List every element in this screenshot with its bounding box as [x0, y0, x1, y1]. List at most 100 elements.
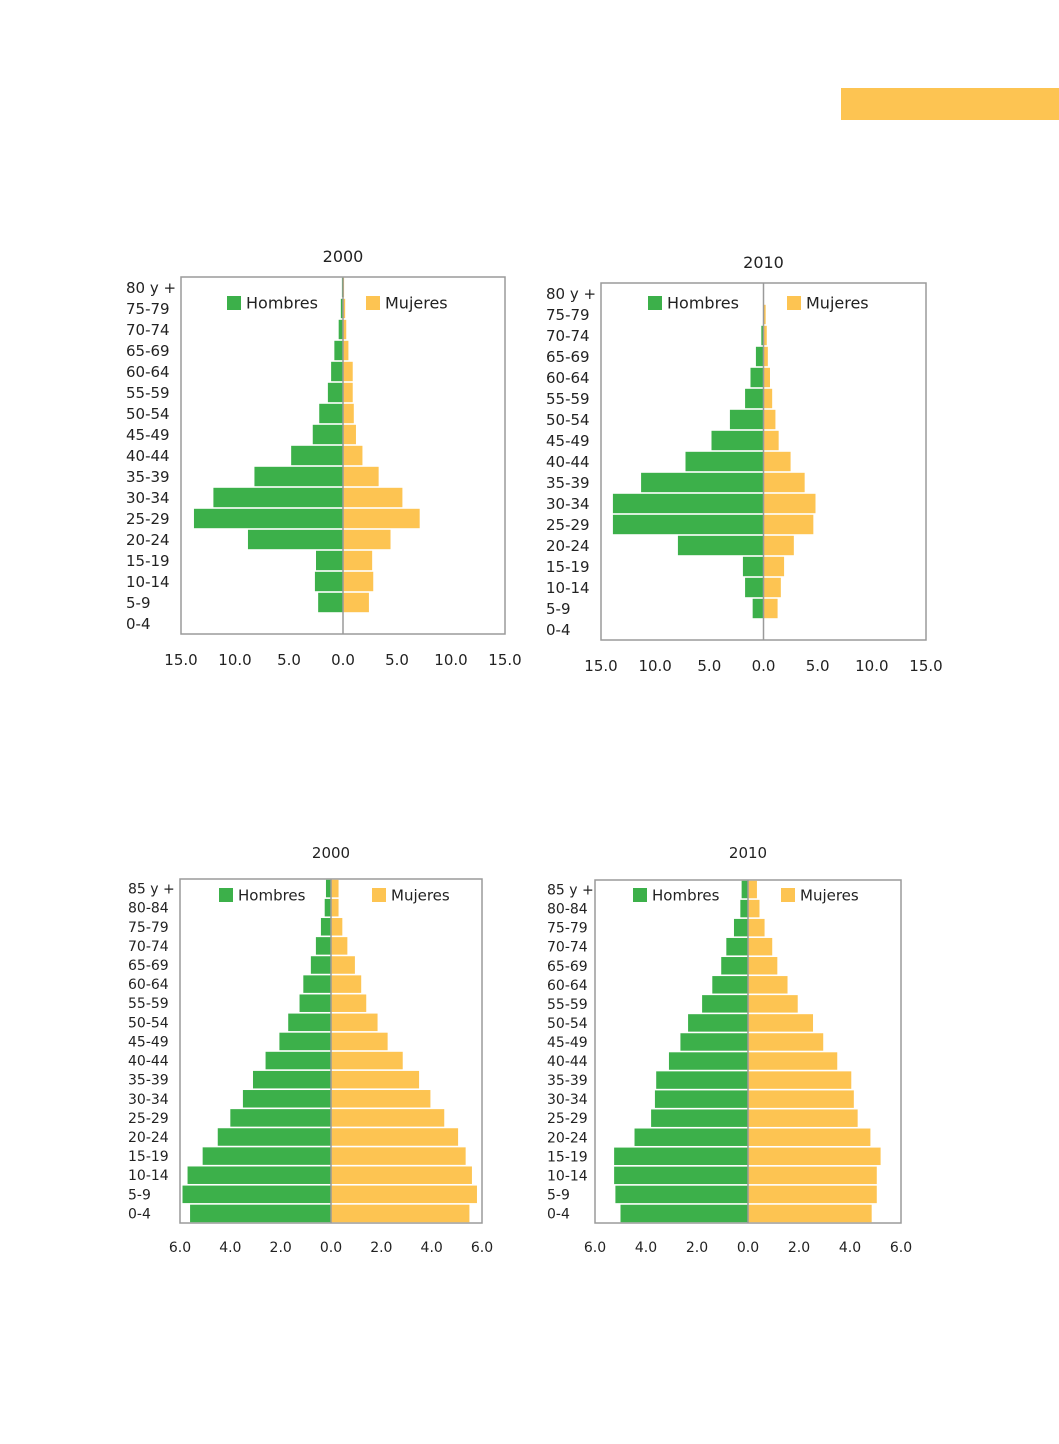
category-label: 10-14 [126, 573, 170, 591]
bar-mujeres [331, 1051, 403, 1070]
category-label: 20-24 [126, 531, 170, 549]
legend-swatch-mujeres [372, 888, 386, 902]
legend-swatch-mujeres [787, 296, 801, 310]
bar-mujeres [343, 424, 356, 445]
bar-hombres [318, 592, 343, 613]
bar-mujeres [331, 1128, 459, 1146]
category-label: 0-4 [126, 615, 151, 633]
category-label: 50-54 [547, 1016, 588, 1032]
category-label: 35-39 [546, 474, 590, 492]
x-tick-label: 2.0 [686, 1240, 708, 1256]
bar-mujeres [331, 1109, 445, 1127]
bar-hombres [312, 424, 343, 445]
bar-hombres [733, 918, 748, 937]
bar-hombres [755, 346, 764, 367]
category-label: 20-24 [128, 1130, 169, 1146]
bar-hombres [331, 361, 343, 382]
bar-mujeres [748, 1204, 872, 1223]
bar-hombres [242, 1090, 331, 1108]
bar-hombres [291, 445, 343, 466]
legend-label-hombres: Hombres [238, 887, 306, 905]
bar-mujeres [343, 361, 353, 382]
bar-mujeres [343, 487, 403, 508]
legend-label-mujeres: Mujeres [806, 294, 869, 313]
bar-hombres [711, 430, 764, 451]
category-label: 80-84 [547, 902, 588, 918]
category-label: 45-49 [126, 426, 170, 444]
category-label: 45-49 [547, 1035, 588, 1051]
category-label: 15-19 [128, 1149, 169, 1165]
legend-label-mujeres: Mujeres [800, 887, 859, 905]
x-tick-label: 6.0 [169, 1240, 191, 1256]
x-tick-label: 0.0 [737, 1240, 759, 1256]
bar-mujeres [748, 1033, 824, 1051]
category-label: 25-29 [128, 1111, 169, 1127]
bar-hombres [324, 898, 331, 917]
bar-hombres [288, 1013, 331, 1032]
bar-hombres [615, 1185, 748, 1204]
bar-mujeres [343, 529, 391, 550]
category-label: 20-24 [547, 1130, 588, 1146]
category-label: 20-24 [546, 537, 590, 555]
bar-mujeres [343, 445, 363, 466]
bar-hombres [745, 577, 764, 598]
bar-mujeres [343, 592, 369, 613]
bar-hombres [654, 1090, 748, 1108]
x-tick-label: 15.0 [488, 651, 521, 669]
category-label: 35-39 [547, 1073, 588, 1089]
x-tick-label: 10.0 [218, 651, 251, 669]
x-tick-label: 15.0 [584, 657, 617, 675]
bar-hombres [614, 1147, 748, 1166]
x-tick-label: 0.0 [331, 651, 355, 669]
top-accent-bar [841, 88, 1059, 120]
bar-hombres [656, 1071, 748, 1089]
bar-hombres [320, 918, 331, 936]
category-label: 10-14 [546, 579, 590, 597]
category-label: 70-74 [546, 327, 590, 345]
bar-mujeres [343, 382, 353, 403]
category-label: 40-44 [547, 1054, 588, 1070]
category-label: 30-34 [547, 1092, 588, 1108]
x-tick-label: 0.0 [320, 1240, 342, 1256]
category-label: 15-19 [547, 1149, 588, 1165]
category-label: 70-74 [126, 321, 170, 339]
bar-hombres [745, 388, 764, 409]
bar-hombres [303, 975, 331, 993]
bar-mujeres [763, 325, 767, 346]
category-label: 15-19 [126, 552, 170, 570]
bar-hombres [202, 1147, 331, 1165]
category-label: 60-64 [128, 977, 169, 993]
bar-hombres [702, 995, 748, 1013]
bar-mujeres [763, 451, 791, 472]
category-label: 65-69 [126, 342, 170, 360]
category-label: 0-4 [547, 1206, 570, 1222]
bar-mujeres [763, 577, 781, 598]
legend-label-hombres: Hombres [246, 294, 318, 313]
category-label: 75-79 [128, 920, 169, 936]
bar-mujeres [748, 1014, 814, 1032]
legend-swatch-mujeres [781, 888, 795, 902]
bar-mujeres [331, 898, 339, 917]
category-label: 80 y + [126, 279, 176, 297]
bar-mujeres [748, 937, 773, 956]
category-label: 60-64 [126, 363, 170, 381]
bar-mujeres [748, 1128, 871, 1146]
bar-hombres [213, 487, 343, 508]
bar-mujeres [748, 1052, 838, 1070]
category-label: 0-4 [128, 1206, 151, 1222]
bar-hombres [721, 957, 748, 975]
bar-mujeres [331, 994, 367, 1012]
x-tick-label: 4.0 [635, 1240, 657, 1256]
category-label: 70-74 [128, 939, 169, 955]
category-label: 25-29 [547, 1111, 588, 1127]
x-tick-label: 10.0 [638, 657, 671, 675]
x-tick-label: 10.0 [855, 657, 888, 675]
bar-hombres [750, 367, 764, 388]
chart-title: 2010 [729, 844, 767, 862]
bar-mujeres [343, 466, 379, 487]
category-label: 30-34 [546, 495, 590, 513]
category-label: 15-19 [546, 558, 590, 576]
legend-label-mujeres: Mujeres [385, 294, 448, 313]
